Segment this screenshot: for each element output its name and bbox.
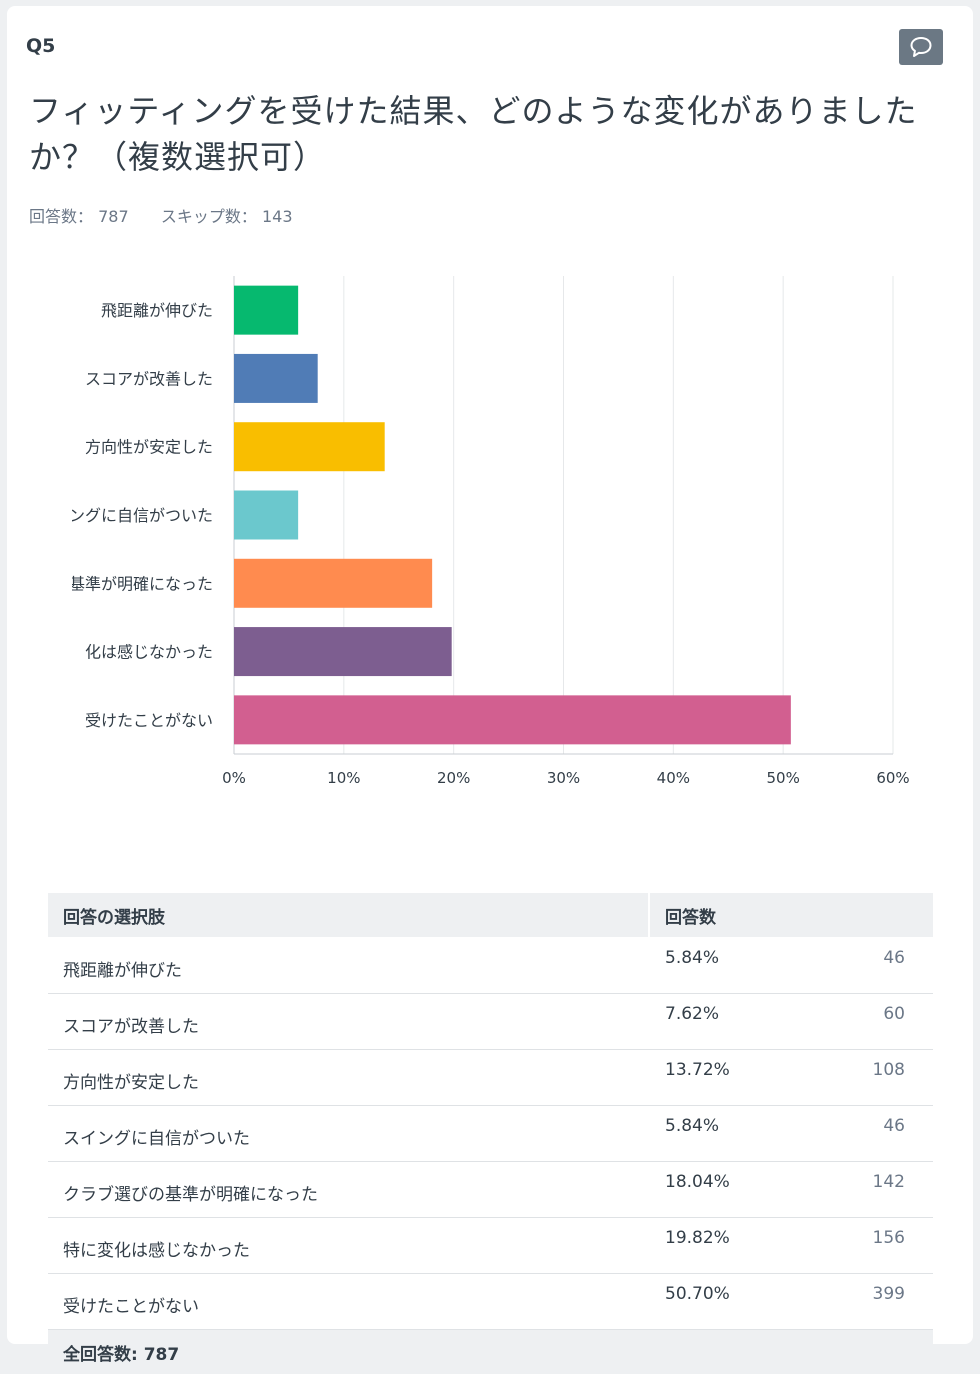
row-count: 60 [825, 994, 933, 1050]
x-tick-label: 0% [222, 769, 246, 787]
response-table: 回答の選択肢 回答数 飛距離が伸びた 5.84% 46 スコアが改善した 7.6… [48, 893, 933, 1374]
y-category-label: ングに自信がついた [69, 506, 213, 525]
row-label: 特に変化は感じなかった [48, 1218, 649, 1274]
table-row: 特に変化は感じなかった 19.82% 156 [48, 1218, 933, 1274]
row-percent: 19.82% [649, 1218, 825, 1274]
row-label: 方向性が安定した [48, 1050, 649, 1106]
bar [234, 286, 298, 335]
table-row: 方向性が安定した 13.72% 108 [48, 1050, 933, 1106]
table-row: スイングに自信がついた 5.84% 46 [48, 1106, 933, 1162]
row-label: クラブ選びの基準が明確になった [48, 1162, 649, 1218]
row-label: 飛距離が伸びた [48, 938, 649, 994]
y-category-label: 飛距離が伸びた [101, 301, 213, 320]
row-percent: 5.84% [649, 1106, 825, 1162]
total-row: 全回答数: 787 [48, 1330, 933, 1374]
row-percent: 50.70% [649, 1274, 825, 1330]
table-row: クラブ選びの基準が明確になった 18.04% 142 [48, 1162, 933, 1218]
header-responses: 回答数 [649, 893, 933, 938]
bar-chart: 0% 10% 20% 30% 40% 50% 60% 飛距離が伸びたスコアが改善した方向性が安… [0, 0, 980, 820]
x-tick-label: 50% [766, 769, 799, 787]
y-category-label: 方向性が安定した [85, 438, 213, 457]
bar [234, 559, 432, 608]
bar [234, 627, 452, 676]
total-responses: 全回答数: 787 [48, 1330, 933, 1374]
row-count: 156 [825, 1218, 933, 1274]
row-label: 受けたことがない [48, 1274, 649, 1330]
row-percent: 18.04% [649, 1162, 825, 1218]
table-row: 飛距離が伸びた 5.84% 46 [48, 938, 933, 994]
row-percent: 13.72% [649, 1050, 825, 1106]
row-label: スイングに自信がついた [48, 1106, 649, 1162]
header-choice: 回答の選択肢 [48, 893, 649, 938]
x-tick-label: 20% [437, 769, 470, 787]
row-count: 142 [825, 1162, 933, 1218]
bar [234, 422, 385, 471]
table-row: スコアが改善した 7.62% 60 [48, 994, 933, 1050]
row-count: 46 [825, 938, 933, 994]
x-tick-label: 10% [327, 769, 360, 787]
y-category-label: 基準が明確になった [69, 574, 213, 593]
row-count: 46 [825, 1106, 933, 1162]
table-row: 受けたことがない 50.70% 399 [48, 1274, 933, 1330]
row-percent: 7.62% [649, 994, 825, 1050]
bar [234, 695, 791, 744]
y-category-label: 化は感じなかった [85, 643, 213, 662]
row-count: 399 [825, 1274, 933, 1330]
y-category-label: 受けたことがない [85, 711, 213, 730]
row-count: 108 [825, 1050, 933, 1106]
x-tick-label: 40% [657, 769, 690, 787]
row-label: スコアが改善した [48, 994, 649, 1050]
bar [234, 354, 318, 403]
row-percent: 5.84% [649, 938, 825, 994]
x-tick-label: 30% [547, 769, 580, 787]
bar [234, 491, 298, 540]
y-category-label: スコアが改善した [85, 369, 213, 388]
x-tick-label: 60% [876, 769, 909, 787]
